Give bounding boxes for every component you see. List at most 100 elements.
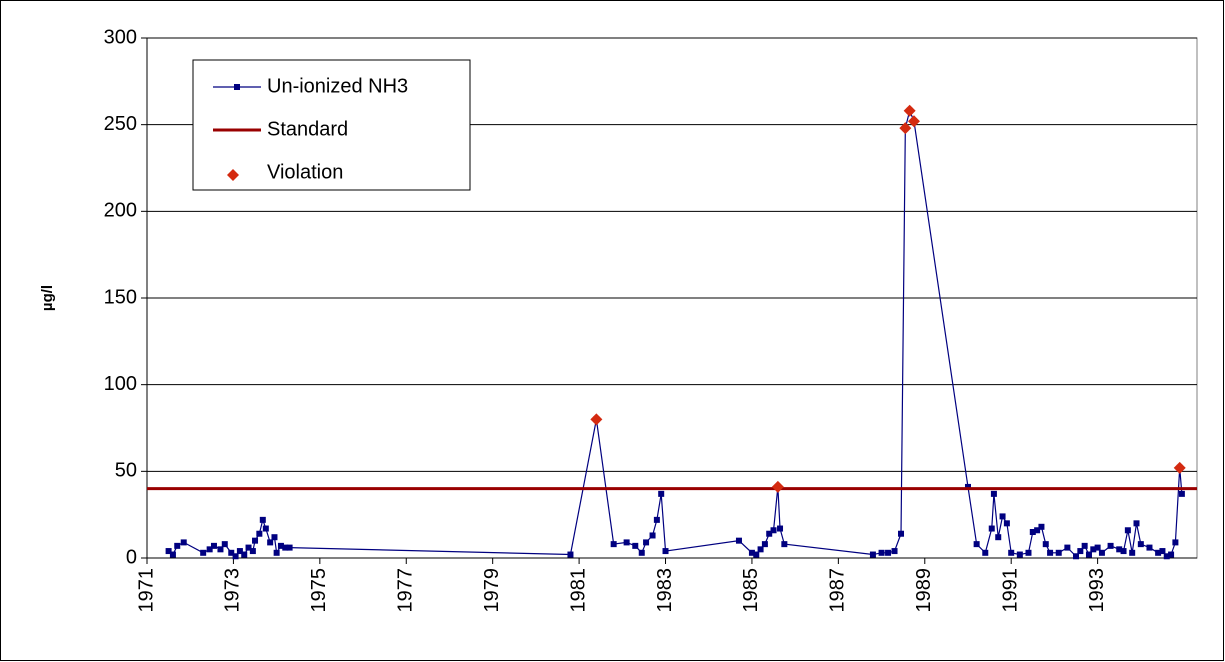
data-point xyxy=(1029,529,1036,535)
y-tick-label: 100 xyxy=(104,373,137,395)
data-point xyxy=(1172,539,1179,546)
data-point xyxy=(1047,549,1054,556)
data-point xyxy=(200,549,207,556)
data-point xyxy=(1064,544,1071,551)
violation-marker xyxy=(899,122,912,135)
data-point xyxy=(1016,551,1023,558)
x-tick-label: 1975 xyxy=(308,568,330,613)
data-point xyxy=(1055,549,1062,556)
data-point xyxy=(653,516,660,523)
data-point xyxy=(169,551,176,558)
y-tick-label: 250 xyxy=(104,113,137,135)
violation-marker xyxy=(590,413,603,426)
data-point xyxy=(217,546,224,553)
data-point xyxy=(995,534,1002,541)
data-point xyxy=(990,490,997,497)
data-point xyxy=(766,530,773,537)
data-point xyxy=(735,537,742,544)
data-point xyxy=(1178,490,1185,497)
data-point xyxy=(649,532,656,539)
data-point xyxy=(249,548,256,555)
y-tick-label: 300 xyxy=(104,26,137,48)
data-point xyxy=(271,534,278,541)
data-point xyxy=(1077,548,1084,555)
x-tick-label: 1991 xyxy=(999,568,1021,613)
data-point xyxy=(643,539,650,546)
data-point xyxy=(1129,549,1136,556)
data-point xyxy=(982,549,989,556)
legend-label: Violation xyxy=(267,161,343,183)
data-point xyxy=(1025,549,1032,556)
data-point xyxy=(1042,541,1049,548)
data-point xyxy=(259,516,266,523)
data-point xyxy=(777,525,784,532)
data-point xyxy=(256,530,263,537)
data-point xyxy=(878,549,885,556)
y-tick-label: 50 xyxy=(115,460,137,482)
data-point xyxy=(1163,553,1170,560)
data-point xyxy=(286,544,293,551)
data-point xyxy=(1146,544,1153,551)
data-point xyxy=(1168,551,1175,558)
data-point xyxy=(236,548,243,555)
y-axis-label: µg/l xyxy=(39,285,56,311)
data-point xyxy=(1034,527,1041,534)
data-point xyxy=(885,549,892,556)
data-point xyxy=(632,542,639,549)
x-tick-label: 1981 xyxy=(567,568,589,613)
data-point xyxy=(262,525,269,532)
x-tick-label: 1983 xyxy=(654,568,676,613)
x-tick-label: 1973 xyxy=(222,568,244,613)
y-tick-label: 200 xyxy=(104,200,137,222)
data-point xyxy=(1038,523,1045,530)
data-point xyxy=(748,549,755,556)
x-tick-label: 1989 xyxy=(913,568,935,613)
violation-marker xyxy=(771,480,784,493)
legend-label: Un-ionized NH3 xyxy=(267,75,408,97)
data-point xyxy=(1081,542,1088,549)
data-point xyxy=(206,546,213,553)
data-point xyxy=(210,542,217,549)
x-tick-label: 1979 xyxy=(481,568,503,613)
data-point xyxy=(267,539,274,546)
data-point xyxy=(245,544,252,551)
data-point xyxy=(277,542,284,549)
x-tick-label: 1971 xyxy=(135,568,157,613)
x-tick-label: 1977 xyxy=(395,568,417,613)
data-point xyxy=(1124,527,1131,534)
data-point xyxy=(761,541,768,548)
data-point xyxy=(638,549,645,556)
data-point xyxy=(753,551,760,558)
data-point xyxy=(1120,548,1127,555)
data-point xyxy=(988,525,995,532)
violation-marker xyxy=(1173,461,1186,474)
data-point xyxy=(241,551,248,558)
data-point xyxy=(658,490,665,497)
data-point xyxy=(1159,548,1166,555)
x-tick-label: 1993 xyxy=(1086,568,1108,613)
legend-box xyxy=(192,59,471,191)
data-point xyxy=(1133,520,1140,527)
violation-marker xyxy=(903,104,916,117)
data-point xyxy=(1155,549,1162,556)
data-point xyxy=(232,553,239,560)
legend-marker xyxy=(227,169,239,181)
data-point xyxy=(567,551,574,558)
y-tick-label: 150 xyxy=(104,286,137,308)
y-tick-label: 0 xyxy=(126,546,137,568)
data-point xyxy=(1137,541,1144,548)
data-point xyxy=(221,541,228,548)
data-point xyxy=(869,551,876,558)
data-point xyxy=(891,548,898,555)
data-point xyxy=(1003,520,1010,527)
data-point xyxy=(1116,546,1123,553)
data-point xyxy=(757,546,764,553)
legend-label: Standard xyxy=(267,118,348,140)
data-point xyxy=(898,530,905,537)
data-point xyxy=(1094,544,1101,551)
legend-marker xyxy=(234,84,240,90)
x-tick-label: 1987 xyxy=(827,568,849,613)
data-point xyxy=(174,542,181,549)
data-point xyxy=(282,544,289,551)
data-point xyxy=(973,541,980,548)
